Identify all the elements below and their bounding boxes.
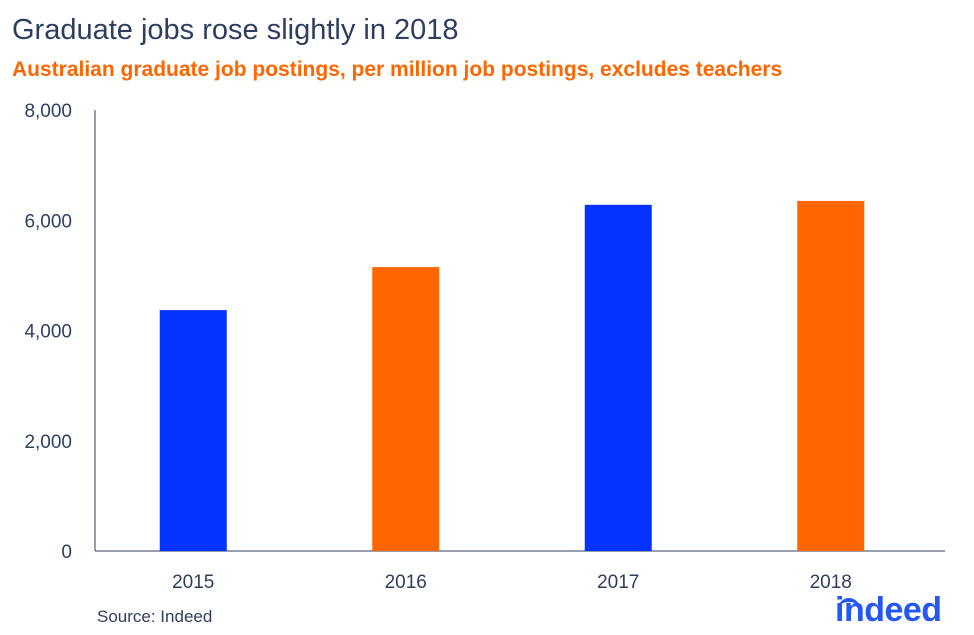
source-note: Source: Indeed (97, 607, 213, 626)
x-tick-label: 2016 (385, 572, 427, 593)
chart-subtitle: Australian graduate job postings, per mi… (12, 58, 783, 81)
indeed-logo: indeed (835, 591, 942, 629)
x-tick-label: 2017 (597, 572, 639, 593)
bar-2015 (159, 310, 227, 551)
chart-title: Graduate jobs rose slightly in 2018 (12, 14, 459, 46)
y-tick-label: 0 (61, 542, 72, 563)
y-tick-label: 8,000 (24, 101, 72, 122)
bar-2018 (797, 200, 865, 552)
indeed-logo-arc-icon (838, 598, 860, 616)
y-tick-label: 4,000 (24, 322, 72, 343)
bar-2016 (372, 267, 440, 551)
x-tick-label: 2018 (810, 572, 852, 593)
bar-2017 (584, 204, 652, 551)
y-tick-label: 2,000 (24, 432, 72, 453)
x-tick-label: 2015 (172, 572, 214, 593)
y-tick-label: 6,000 (24, 211, 72, 232)
